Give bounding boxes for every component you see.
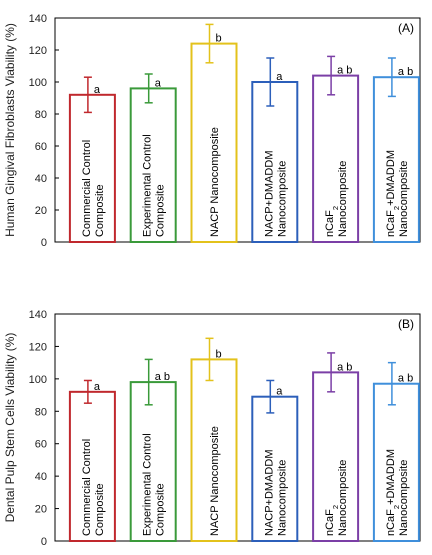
bar <box>68 390 116 543</box>
category-label-line: nCaF2+DMADDM <box>385 150 401 237</box>
category-label: NACP+DMADDMNanocomposite <box>263 151 288 237</box>
panel-label: (B) <box>398 317 414 331</box>
category-label-line: Experimental Control <box>142 433 154 536</box>
category-label-line: Nanocomposite <box>398 161 410 237</box>
y-tick-label: 80 <box>35 406 47 418</box>
category-label-line: Nanocomposite <box>337 460 349 536</box>
panel-label: (A) <box>398 21 414 35</box>
y-tick-label: 80 <box>35 109 47 121</box>
y-tick-label: 60 <box>35 439 47 451</box>
significance-label: a <box>94 381 101 393</box>
bar <box>190 42 238 243</box>
category-label-line: nCaF2 <box>324 505 340 536</box>
category-label: NACP Nanocomposite <box>209 426 221 536</box>
significance-label: b <box>216 348 222 360</box>
bar <box>312 74 360 243</box>
category-label-line: NACP+DMADDM <box>263 450 275 536</box>
bar <box>372 382 420 542</box>
category-label: NACP+DMADDMNanocomposite <box>263 450 288 536</box>
significance-label: a <box>94 84 101 96</box>
y-tick-label: 120 <box>29 45 47 57</box>
category-label-line: Nanocomposite <box>337 161 349 237</box>
category-label: nCaF2+DMADDMNanocomposite <box>385 150 410 237</box>
category-label-line: Composite <box>155 483 167 536</box>
bar <box>251 395 299 543</box>
category-label-line: Composite <box>94 483 106 536</box>
y-axis-title: Dental Pulp Stem Cells Viability (%) <box>3 333 17 523</box>
category-label: NACP Nanocomposite <box>209 127 221 237</box>
y-tick-label: 40 <box>35 471 47 483</box>
bar <box>251 81 299 243</box>
y-tick-label: 100 <box>29 77 47 89</box>
significance-label: a b <box>337 361 352 373</box>
chart-panel-1: 0 20 40 60 80 100 120 140 Human Gingival Fibrobl… <box>3 13 421 249</box>
y-tick-label: 0 <box>41 237 47 249</box>
bar <box>129 87 177 244</box>
significance-label: a <box>155 77 162 89</box>
category-label-line: Nanocomposite <box>276 460 288 536</box>
significance-label: a b <box>398 66 413 78</box>
y-tick-label: 140 <box>29 309 47 321</box>
y-tick-label: 0 <box>41 536 47 548</box>
category-label: Experimental ControlComposite <box>142 134 167 237</box>
bar <box>372 76 420 243</box>
significance-label: a <box>276 386 283 398</box>
bar <box>312 371 360 542</box>
category-label-line: Experimental Control <box>142 134 154 237</box>
y-tick-label: 120 <box>29 341 47 353</box>
y-tick-label: 140 <box>29 13 47 25</box>
category-label-line: nCaF2 <box>324 206 340 237</box>
category-label: nCaF2Nanocomposite <box>324 161 349 237</box>
category-label: Experimental ControlComposite <box>142 433 167 536</box>
category-label-line: NACP Nanocomposite <box>209 127 221 237</box>
category-label: nCaF2Nanocomposite <box>324 460 349 536</box>
category-label-line: Nanocomposite <box>398 460 410 536</box>
category-label: Commercial ControlComposite <box>81 140 106 237</box>
y-tick-label: 20 <box>35 205 47 217</box>
y-tick-label: 40 <box>35 173 47 185</box>
significance-label: a b <box>398 373 413 385</box>
significance-label: a b <box>337 65 352 77</box>
chart-panel-2: 0 20 40 60 80 100 120 140 Dental Pulp Stem Cells… <box>3 309 421 548</box>
significance-label: b <box>216 33 222 45</box>
bar <box>68 93 116 243</box>
category-label: Commercial ControlComposite <box>81 439 106 536</box>
category-label-line: nCaF2+DMADDM <box>385 449 401 536</box>
category-label-line: Commercial Control <box>81 439 93 536</box>
y-tick-label: 20 <box>35 504 47 516</box>
bar <box>129 381 177 542</box>
category-label-line: NACP Nanocomposite <box>209 426 221 536</box>
significance-label: a <box>276 71 283 83</box>
category-label-line: NACP+DMADDM <box>263 151 275 237</box>
category-label-line: Composite <box>155 184 167 237</box>
category-label-line: Commercial Control <box>81 140 93 237</box>
y-axis-title: Human Gingival Fibroblasts Viability (%) <box>3 23 17 237</box>
category-label-line: Composite <box>94 184 106 237</box>
y-tick-label: 100 <box>29 374 47 386</box>
y-tick-label: 60 <box>35 141 47 153</box>
category-label-line: Nanocomposite <box>276 161 288 237</box>
category-label: nCaF2+DMADDMNanocomposite <box>385 449 410 536</box>
bar <box>190 358 238 542</box>
significance-label: a b <box>155 371 170 383</box>
